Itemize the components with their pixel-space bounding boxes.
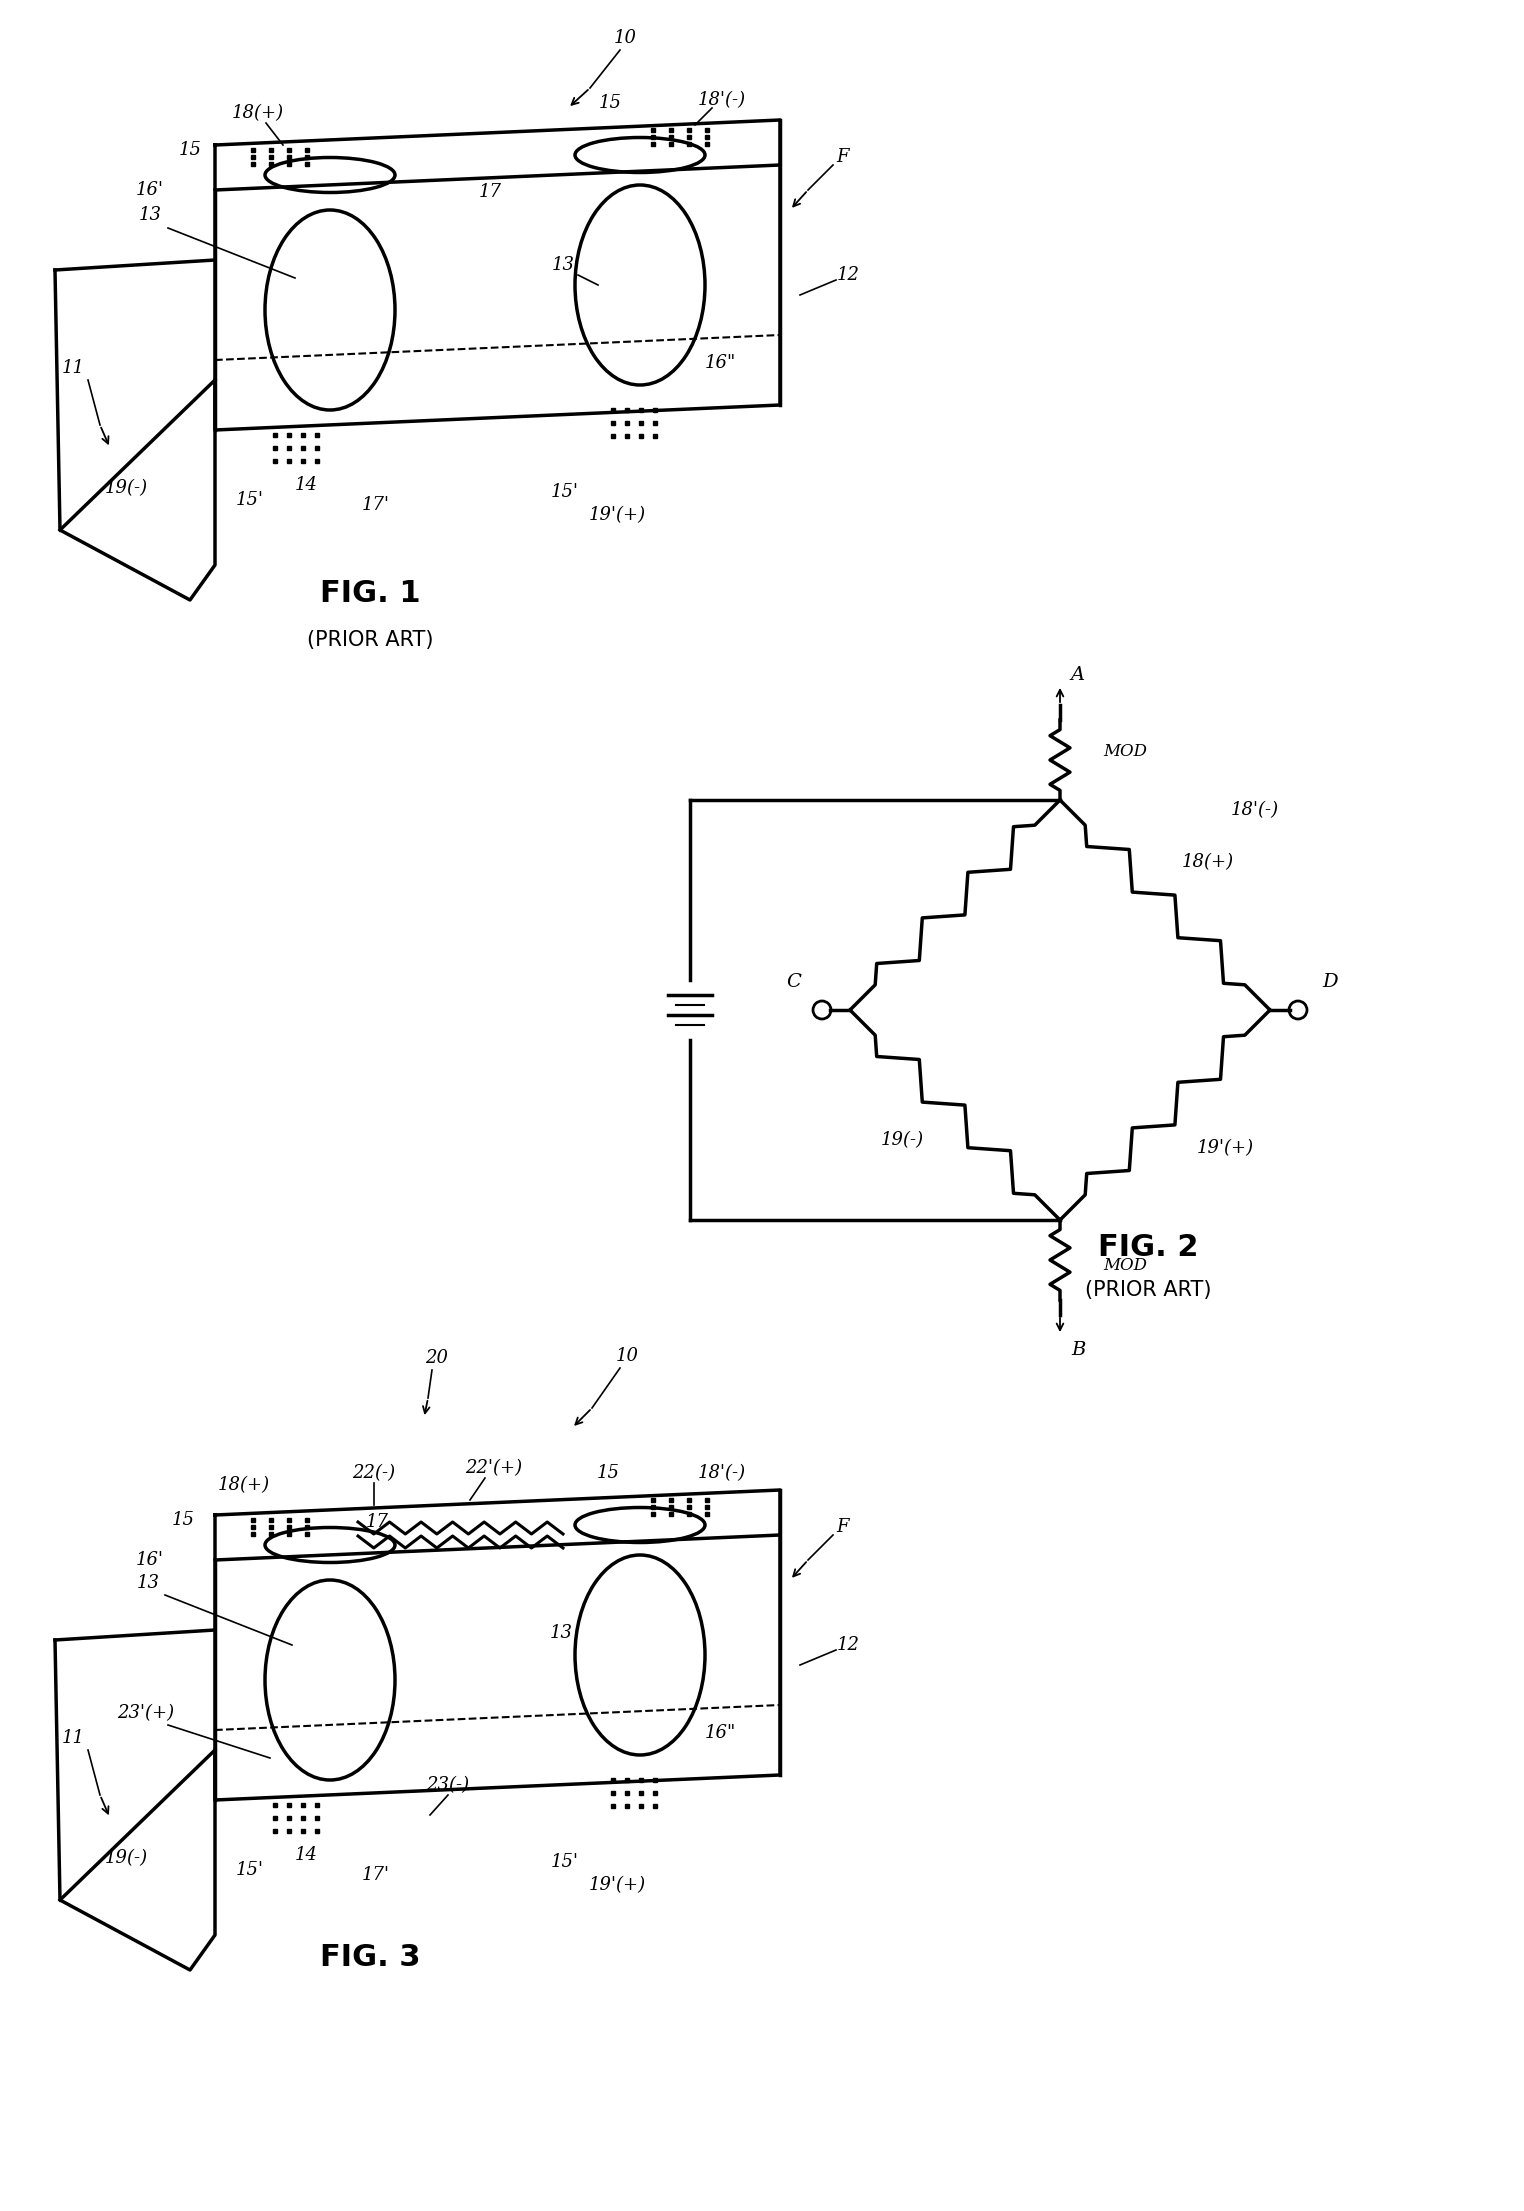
Text: 18'(-): 18'(-) <box>698 1464 747 1481</box>
Text: MOD: MOD <box>1103 743 1148 761</box>
Text: 15': 15' <box>236 1862 264 1879</box>
Text: C: C <box>786 973 802 991</box>
Text: 13: 13 <box>550 1625 573 1643</box>
Text: 15: 15 <box>599 95 622 113</box>
Text: 23'(+): 23'(+) <box>117 1705 175 1722</box>
Text: 18'(-): 18'(-) <box>698 91 747 108</box>
Text: 19'(+): 19'(+) <box>588 506 646 524</box>
Text: 16": 16" <box>704 354 736 371</box>
Text: D: D <box>1323 973 1338 991</box>
Text: 15: 15 <box>596 1464 619 1481</box>
Text: 11: 11 <box>61 358 84 378</box>
Text: 16": 16" <box>704 1725 736 1742</box>
Text: 19(-): 19(-) <box>881 1132 924 1150</box>
Text: A: A <box>1071 666 1085 683</box>
Text: 15': 15' <box>552 482 579 502</box>
Text: 18(+): 18(+) <box>218 1477 270 1495</box>
Text: 14: 14 <box>294 1846 317 1864</box>
Text: 13: 13 <box>137 1574 160 1592</box>
Text: 18(+): 18(+) <box>1183 853 1234 871</box>
Text: 11: 11 <box>61 1729 84 1747</box>
Text: 19(-): 19(-) <box>105 1848 148 1866</box>
Text: 12: 12 <box>837 265 860 283</box>
Text: 17': 17' <box>363 1866 390 1884</box>
Text: 18'(-): 18'(-) <box>1231 800 1279 818</box>
Circle shape <box>1289 1002 1308 1019</box>
Text: 17': 17' <box>363 495 390 513</box>
Text: 13: 13 <box>139 206 162 223</box>
Text: 18(+): 18(+) <box>232 104 283 122</box>
Text: 17: 17 <box>479 184 501 201</box>
Text: FIG. 1: FIG. 1 <box>320 579 421 608</box>
Text: 19'(+): 19'(+) <box>1196 1139 1254 1156</box>
Text: 13: 13 <box>552 256 575 274</box>
Text: 15': 15' <box>236 491 264 509</box>
Text: 15: 15 <box>172 1510 195 1530</box>
Text: 22'(+): 22'(+) <box>465 1459 523 1477</box>
Text: 10: 10 <box>616 1346 639 1364</box>
Text: MOD: MOD <box>1103 1256 1148 1274</box>
Text: 14: 14 <box>294 475 317 493</box>
Text: 22(-): 22(-) <box>352 1464 396 1481</box>
Text: B: B <box>1071 1342 1085 1360</box>
Text: FIG. 2: FIG. 2 <box>1097 1234 1198 1262</box>
Circle shape <box>812 1002 831 1019</box>
Text: 19(-): 19(-) <box>105 480 148 497</box>
Text: F: F <box>837 148 849 166</box>
Text: 20: 20 <box>425 1349 448 1366</box>
Text: 16': 16' <box>136 181 165 199</box>
Text: 10: 10 <box>614 29 637 46</box>
Text: 15': 15' <box>552 1853 579 1871</box>
Text: (PRIOR ART): (PRIOR ART) <box>1085 1280 1212 1300</box>
Text: 19'(+): 19'(+) <box>588 1875 646 1895</box>
Text: 16': 16' <box>136 1550 165 1570</box>
Text: FIG. 3: FIG. 3 <box>320 1943 421 1972</box>
Text: F: F <box>837 1519 849 1537</box>
Text: 15: 15 <box>178 142 201 159</box>
Text: 23(-): 23(-) <box>427 1775 469 1793</box>
Text: 17: 17 <box>366 1512 389 1530</box>
Text: 12: 12 <box>837 1636 860 1654</box>
Text: (PRIOR ART): (PRIOR ART) <box>306 630 433 650</box>
